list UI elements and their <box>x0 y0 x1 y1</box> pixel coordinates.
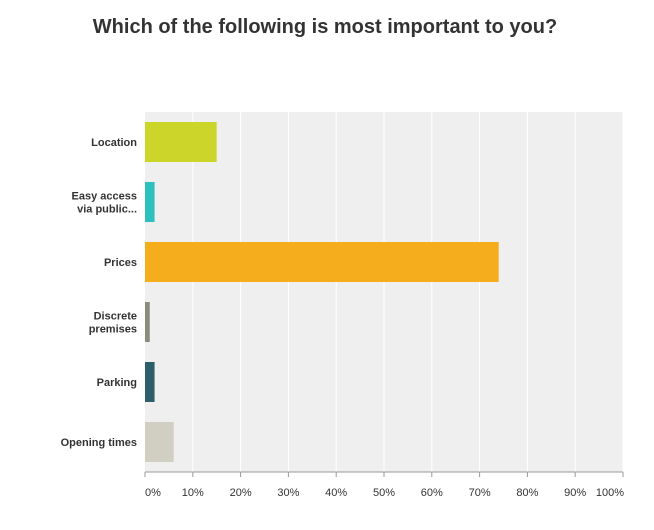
x-tick-label: 90% <box>564 487 586 499</box>
category-label: via public... <box>77 204 137 216</box>
bar <box>145 302 150 342</box>
x-tick-label: 100% <box>596 487 624 499</box>
category-label: Location <box>91 137 137 149</box>
category-label: Prices <box>104 257 137 269</box>
bar <box>145 422 174 462</box>
category-label: premises <box>89 324 137 336</box>
x-tick-label: 30% <box>277 487 299 499</box>
x-tick-label: 40% <box>325 487 347 499</box>
category-label: Parking <box>97 377 137 389</box>
bar <box>145 242 499 282</box>
bar <box>145 362 155 402</box>
x-tick-label: 20% <box>230 487 252 499</box>
x-tick-label: 50% <box>373 487 395 499</box>
x-tick-label: 10% <box>182 487 204 499</box>
x-tick-label: 80% <box>516 487 538 499</box>
chart-title: Which of the following is most important… <box>92 16 558 38</box>
x-tick-label: 60% <box>421 487 443 499</box>
bar <box>145 182 155 222</box>
bar <box>145 122 217 162</box>
x-tick-label: 0% <box>145 487 161 499</box>
category-label: Opening times <box>61 437 137 449</box>
x-tick-label: 70% <box>469 487 491 499</box>
category-label: Easy access <box>72 191 137 203</box>
category-label: Discrete <box>94 311 137 323</box>
